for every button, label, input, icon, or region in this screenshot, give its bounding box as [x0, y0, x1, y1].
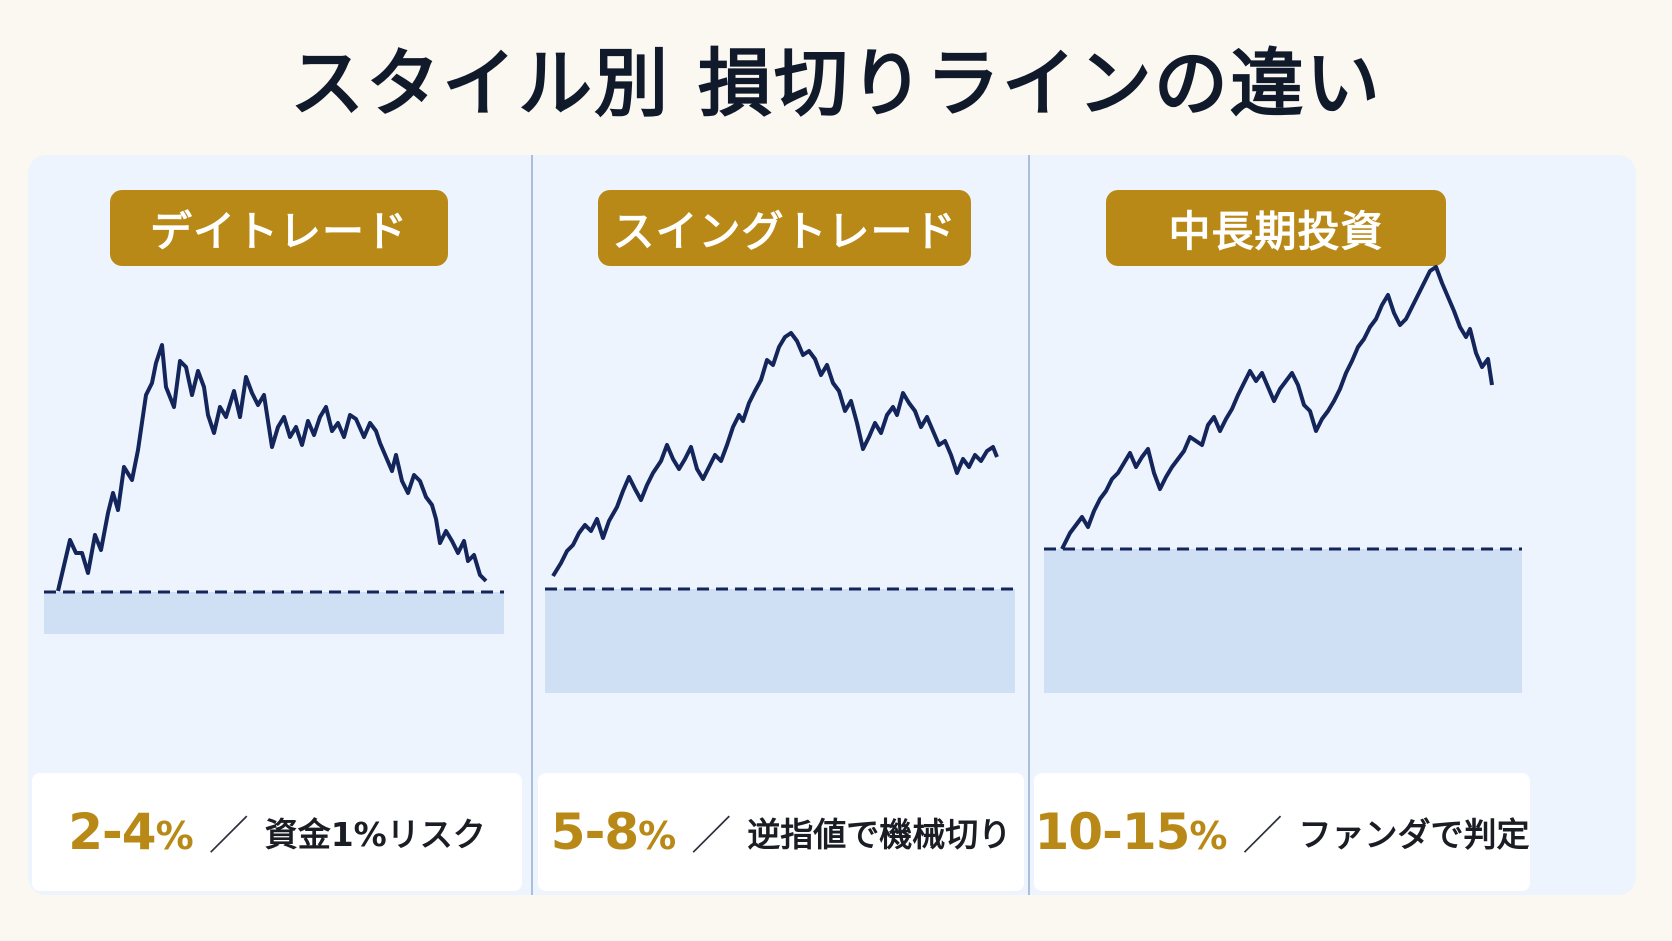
percent-sign: %: [638, 814, 676, 858]
panel-divider: [531, 155, 533, 895]
panel-swing-trade: スイングトレード 5-8% ／ 逆指値で機械切り: [533, 155, 1028, 895]
stop-loss-range: 5-8%: [550, 803, 676, 861]
separator: ／: [208, 813, 249, 859]
percent-sign: %: [1189, 814, 1227, 858]
percent-sign: %: [155, 814, 194, 858]
stop-loss-zone: [1044, 549, 1522, 693]
price-chart-long-term: [1044, 265, 1522, 693]
stop-loss-range: 2-4%: [68, 803, 194, 861]
stop-loss-info-swing-trade: 5-8% ／ 逆指値で機械切り: [538, 773, 1024, 891]
style-badge-swing-trade: スイングトレード: [598, 190, 971, 266]
panel-divider: [1028, 155, 1030, 895]
range-value: 2-4: [68, 803, 156, 861]
stop-loss-rule: 資金1%リスク: [264, 815, 486, 854]
stop-loss-zone: [44, 592, 504, 634]
stop-loss-range: 10-15%: [1034, 803, 1228, 861]
page-title: スタイル別 損切りラインの違い: [290, 41, 1382, 127]
separator: ／: [1242, 813, 1283, 859]
style-badge-long-term: 中長期投資: [1106, 190, 1446, 266]
price-line: [56, 343, 488, 592]
stop-loss-zone: [545, 589, 1015, 693]
price-chart-day-trade: [44, 343, 504, 634]
style-badge-day-trade: デイトレード: [110, 190, 448, 266]
panel-day-trade: デイトレード 2-4% ／ 資金1%リスク: [28, 155, 531, 895]
range-value: 10-15: [1034, 803, 1191, 861]
range-value: 5-8: [550, 803, 639, 861]
price-line: [551, 331, 999, 578]
price-line: [1060, 265, 1494, 550]
stop-loss-rule: 逆指値で機械切り: [747, 815, 1012, 854]
price-chart-swing-trade: [545, 331, 1015, 693]
separator: ／: [691, 813, 732, 859]
stop-loss-info-day-trade: 2-4% ／ 資金1%リスク: [32, 773, 522, 891]
stop-loss-info-long-term: 10-15% ／ ファンダで判定: [1034, 773, 1530, 891]
comparison-board: デイトレード 2-4% ／ 資金1%リスク スイングトレード 5-8% ／ 逆指…: [28, 155, 1636, 895]
stop-loss-rule: ファンダで判定: [1298, 815, 1530, 854]
panel-long-term: 中長期投資 10-15% ／ ファンダで判定: [1030, 155, 1636, 895]
